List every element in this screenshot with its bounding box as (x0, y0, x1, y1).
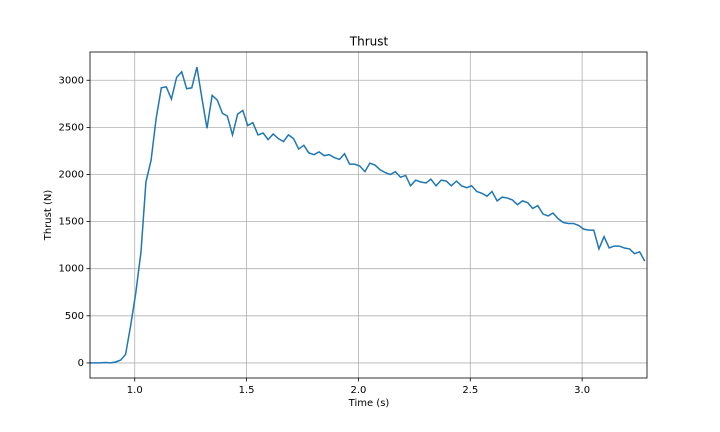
data-line (90, 66, 646, 364)
y-tick-label: 2000 (59, 169, 84, 180)
chart-title: Thrust (349, 35, 389, 49)
y-axis-label: Thrust (N) (43, 190, 54, 242)
x-tick-label: 1.0 (127, 385, 143, 396)
x-tick-label: 2.0 (350, 385, 366, 396)
y-tick-label: 3000 (59, 75, 84, 86)
plot-frame (89, 51, 648, 379)
x-tick-label: 1.5 (239, 385, 255, 396)
x-tick-label: 3.0 (574, 385, 590, 396)
y-tick-label: 1500 (59, 217, 84, 228)
x-axis-label: Time (s) (348, 398, 390, 409)
x-tick-label: 2.5 (462, 385, 478, 396)
y-tick-label: 1000 (59, 264, 84, 275)
y-tick-label: 2500 (59, 122, 84, 133)
y-tick-label: 500 (65, 311, 84, 322)
y-tick-label: 0 (78, 358, 84, 369)
